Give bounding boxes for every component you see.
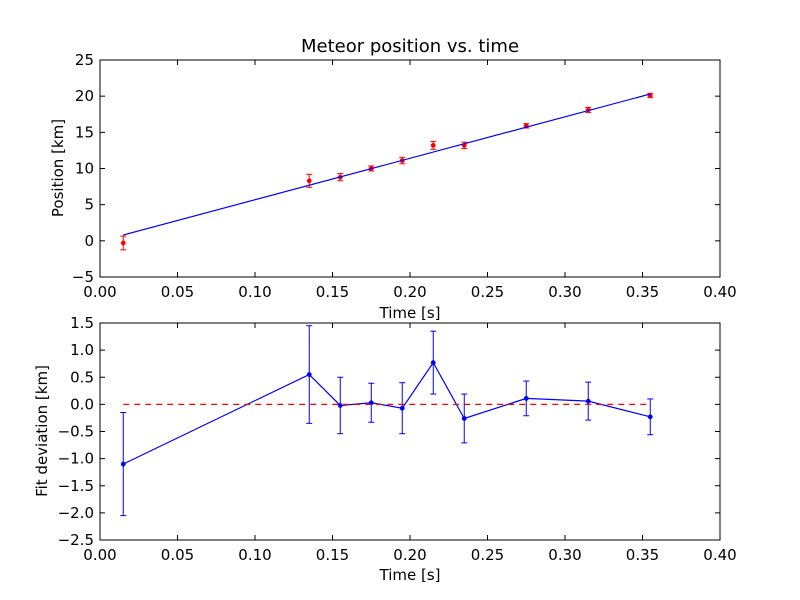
- deviation-errorbar: [461, 393, 468, 444]
- deviation-data-point: [306, 372, 312, 377]
- position-data-point: [306, 178, 312, 184]
- position-errorbar: [430, 140, 437, 150]
- deviation-y-tick-label: 1.5: [70, 314, 94, 332]
- position-x-tick-label: 0.15: [316, 283, 349, 301]
- position-errorbar: [461, 141, 468, 150]
- position-y-tick-label: −5: [72, 268, 94, 286]
- position-x-axis-label: Time [s]: [379, 304, 441, 322]
- deviation-x-tick-label: 0.15: [316, 546, 349, 564]
- deviation-y-tick-label: −1.5: [58, 477, 94, 495]
- deviation-x-ticks: 0.00 0.05 0.10 0.15 0.20 0.25 0.30 0.35 0.40: [83, 323, 737, 564]
- position-errorbar: [120, 235, 127, 251]
- deviation-data-point: [461, 416, 467, 421]
- deviation-errorbar: [306, 325, 313, 424]
- deviation-x-tick-label: 0.35: [626, 546, 659, 564]
- deviation-x-tick-label: 0.25: [471, 546, 504, 564]
- deviation-errorbar: [585, 381, 592, 421]
- position-x-tick-label: 0.30: [548, 283, 581, 301]
- deviation-y-ticks: −2.5 −2.0 −1.5 −1.0 −0.5 0.0 0.5 1.0 1.5: [58, 314, 720, 549]
- deviation-errorbar: [120, 412, 127, 517]
- deviation-data-point: [647, 414, 653, 420]
- deviation-x-tick-label: 0.40: [703, 546, 736, 564]
- deviation-y-tick-label: −0.5: [58, 423, 94, 441]
- deviation-plot-area: [120, 325, 654, 517]
- position-x-tick-label: 0.20: [393, 283, 426, 301]
- position-y-tick-label: 15: [75, 123, 94, 141]
- deviation-data-point: [120, 461, 126, 467]
- position-x-tick-label: 0.10: [238, 283, 271, 301]
- position-y-tick-label: 0: [84, 232, 94, 250]
- position-x-tick-label: 0.35: [626, 283, 659, 301]
- deviation-data-point: [399, 405, 405, 411]
- fit-line: [123, 93, 651, 236]
- deviation-y-tick-label: −2.5: [58, 531, 94, 549]
- position-y-axis-label: Position [km]: [49, 119, 67, 217]
- deviation-x-tick-label: 0.20: [393, 546, 426, 564]
- position-data-point: [430, 142, 436, 148]
- deviation-x-tick-label: 0.05: [161, 546, 194, 564]
- deviation-y-tick-label: −1.0: [58, 450, 94, 468]
- position-chart: Meteor position vs. time 0.00 0.05 0.10 0.1…: [49, 36, 737, 322]
- deviation-errorbar: [523, 380, 530, 417]
- chart-title: Meteor position vs. time: [301, 36, 519, 57]
- position-y-ticks: −5 0 5 10 15 20 25: [72, 51, 720, 286]
- position-x-ticks: 0.00 0.05 0.10 0.15 0.20 0.25 0.30 0.35 0.40: [83, 60, 737, 301]
- position-x-tick-label: 0.40: [703, 283, 736, 301]
- deviation-data-point: [585, 398, 591, 404]
- position-errorbar: [306, 173, 313, 188]
- deviation-x-tick-label: 0.00: [83, 546, 116, 564]
- position-y-tick-label: 20: [75, 87, 94, 105]
- position-y-tick-label: 10: [75, 160, 94, 178]
- deviation-data-point: [430, 360, 436, 366]
- deviation-y-tick-label: 0.5: [70, 368, 94, 386]
- position-x-tick-label: 0.05: [161, 283, 194, 301]
- position-y-tick-label: 5: [84, 196, 94, 214]
- deviation-x-tick-label: 0.30: [548, 546, 581, 564]
- deviation-errorbar: [430, 330, 437, 395]
- deviation-y-axis-label: Fit deviation [km]: [33, 365, 51, 497]
- position-data-point: [120, 240, 126, 246]
- position-y-tick-label: 25: [75, 51, 94, 69]
- deviation-y-tick-label: 0.0: [70, 395, 94, 413]
- deviation-errorbar: [337, 376, 344, 435]
- deviation-errorbar: [647, 398, 654, 436]
- deviation-data-point: [337, 403, 343, 408]
- deviation-errorbar: [399, 382, 406, 435]
- position-x-tick-label: 0.25: [471, 283, 504, 301]
- deviation-line: [122, 361, 651, 465]
- deviation-chart: 0.00 0.05 0.10 0.15 0.20 0.25 0.30 0.35 0.40 −2.…: [33, 314, 737, 584]
- deviation-y-tick-label: −2.0: [58, 504, 94, 522]
- deviation-y-tick-label: 1.0: [70, 341, 94, 359]
- deviation-data-point: [523, 395, 529, 401]
- position-x-tick-label: 0.00: [83, 283, 116, 301]
- deviation-x-axis-label: Time [s]: [379, 566, 441, 584]
- position-plot-area: [120, 92, 654, 251]
- deviation-x-tick-label: 0.10: [238, 546, 271, 564]
